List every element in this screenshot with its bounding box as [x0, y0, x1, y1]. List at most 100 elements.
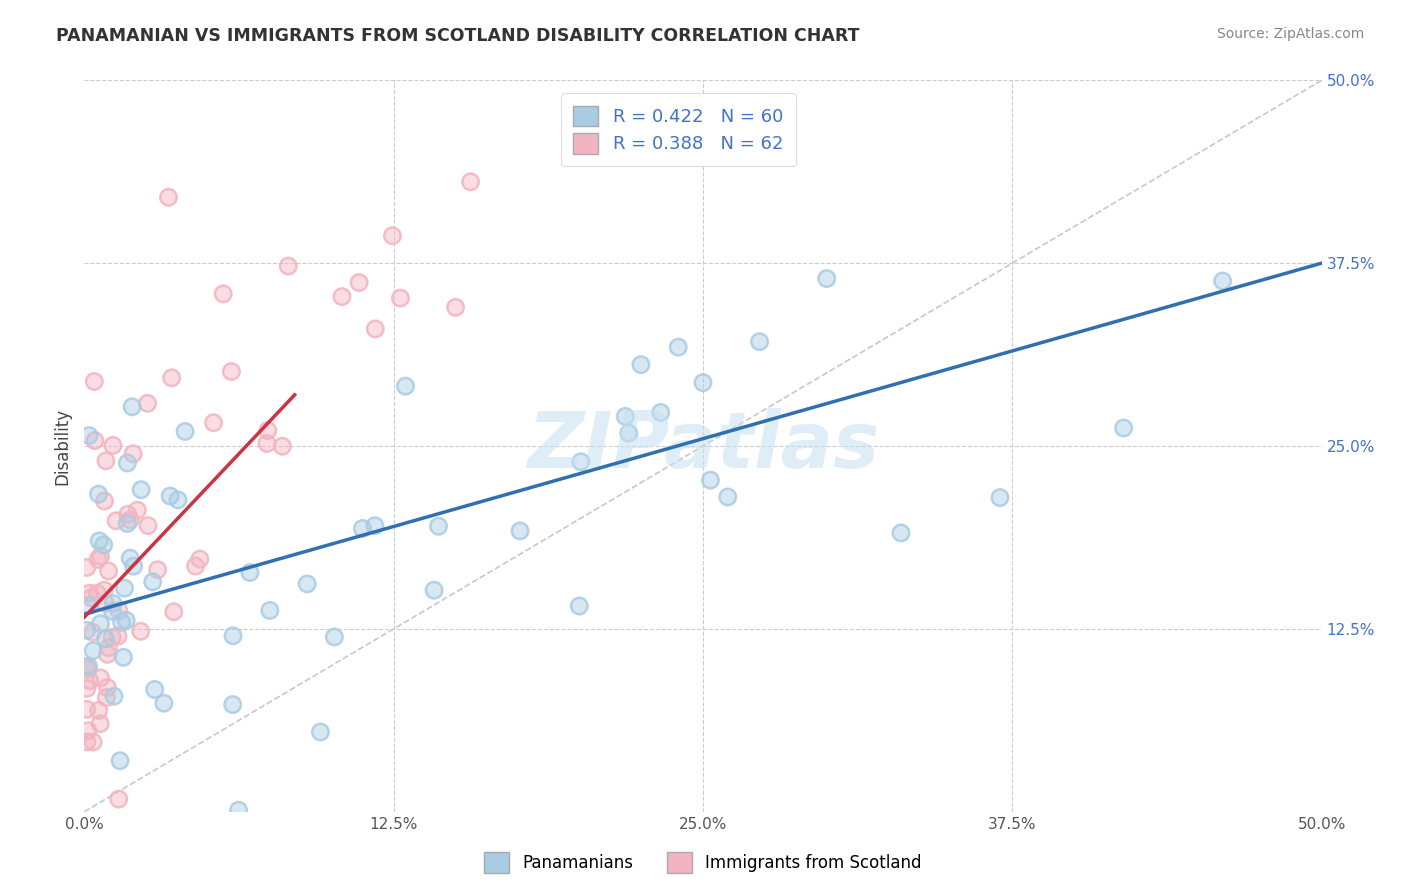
- Point: [108, 754, 131, 768]
- Point: [143, 682, 166, 697]
- Point: [1112, 421, 1135, 435]
- Point: [97, 640, 120, 655]
- Point: [115, 613, 138, 627]
- Point: [699, 473, 721, 487]
- Point: [381, 228, 404, 243]
- Point: [94, 632, 117, 646]
- Point: [394, 379, 416, 393]
- Point: [96, 690, 118, 705]
- Point: [122, 559, 145, 574]
- Point: [174, 425, 197, 439]
- Point: [167, 492, 190, 507]
- Point: [666, 340, 689, 354]
- Point: [76, 681, 98, 696]
- Legend: R = 0.422   N = 60, R = 0.388   N = 62: R = 0.422 N = 60, R = 0.388 N = 62: [561, 93, 796, 166]
- Point: [80, 591, 103, 605]
- Point: [87, 552, 110, 566]
- Point: [101, 597, 124, 611]
- Point: [389, 291, 412, 305]
- Point: [93, 583, 115, 598]
- Point: [101, 438, 124, 452]
- Point: [93, 583, 115, 598]
- Point: [163, 605, 186, 619]
- Point: [352, 522, 374, 536]
- Point: [94, 454, 117, 468]
- Point: [127, 503, 149, 517]
- Point: [815, 271, 838, 285]
- Point: [90, 616, 112, 631]
- Point: [212, 286, 235, 301]
- Point: [87, 487, 110, 501]
- Point: [136, 396, 159, 410]
- Point: [509, 524, 531, 538]
- Point: [394, 379, 416, 393]
- Point: [157, 190, 180, 204]
- Y-axis label: Disability: Disability: [53, 408, 72, 484]
- Point: [748, 334, 770, 349]
- Point: [427, 519, 450, 533]
- Point: [259, 603, 281, 617]
- Point: [347, 276, 370, 290]
- Point: [295, 577, 318, 591]
- Point: [444, 301, 467, 315]
- Point: [114, 581, 136, 595]
- Point: [120, 513, 142, 527]
- Text: ZIPatlas: ZIPatlas: [527, 408, 879, 484]
- Point: [271, 439, 294, 453]
- Point: [271, 439, 294, 453]
- Point: [87, 703, 110, 717]
- Point: [120, 513, 142, 527]
- Point: [364, 322, 387, 336]
- Point: [76, 624, 98, 638]
- Point: [77, 428, 100, 442]
- Text: Source: ZipAtlas.com: Source: ZipAtlas.com: [1216, 27, 1364, 41]
- Point: [160, 371, 183, 385]
- Point: [815, 271, 838, 285]
- Point: [460, 175, 482, 189]
- Point: [256, 424, 278, 438]
- Point: [221, 365, 243, 379]
- Point: [97, 640, 120, 655]
- Point: [83, 375, 105, 389]
- Point: [77, 662, 100, 676]
- Point: [153, 696, 176, 710]
- Point: [163, 605, 186, 619]
- Point: [107, 603, 129, 617]
- Point: [142, 574, 165, 589]
- Point: [77, 723, 100, 738]
- Point: [120, 551, 142, 566]
- Point: [364, 518, 387, 533]
- Point: [256, 424, 278, 438]
- Point: [90, 671, 112, 685]
- Point: [221, 365, 243, 379]
- Point: [94, 596, 117, 610]
- Point: [76, 624, 98, 638]
- Point: [692, 376, 714, 390]
- Point: [136, 396, 159, 410]
- Point: [239, 566, 262, 580]
- Point: [136, 518, 159, 533]
- Point: [87, 552, 110, 566]
- Point: [107, 629, 129, 643]
- Point: [82, 735, 104, 749]
- Point: [188, 552, 211, 566]
- Point: [157, 190, 180, 204]
- Point: [222, 698, 245, 712]
- Point: [323, 630, 346, 644]
- Point: [97, 564, 120, 578]
- Point: [82, 735, 104, 749]
- Point: [112, 650, 135, 665]
- Point: [146, 563, 169, 577]
- Point: [717, 490, 740, 504]
- Point: [96, 690, 118, 705]
- Point: [212, 286, 235, 301]
- Point: [108, 754, 131, 768]
- Point: [76, 735, 98, 749]
- Point: [330, 290, 353, 304]
- Point: [93, 538, 115, 552]
- Point: [699, 473, 721, 487]
- Point: [83, 375, 105, 389]
- Point: [90, 549, 112, 564]
- Point: [77, 662, 100, 676]
- Point: [460, 175, 482, 189]
